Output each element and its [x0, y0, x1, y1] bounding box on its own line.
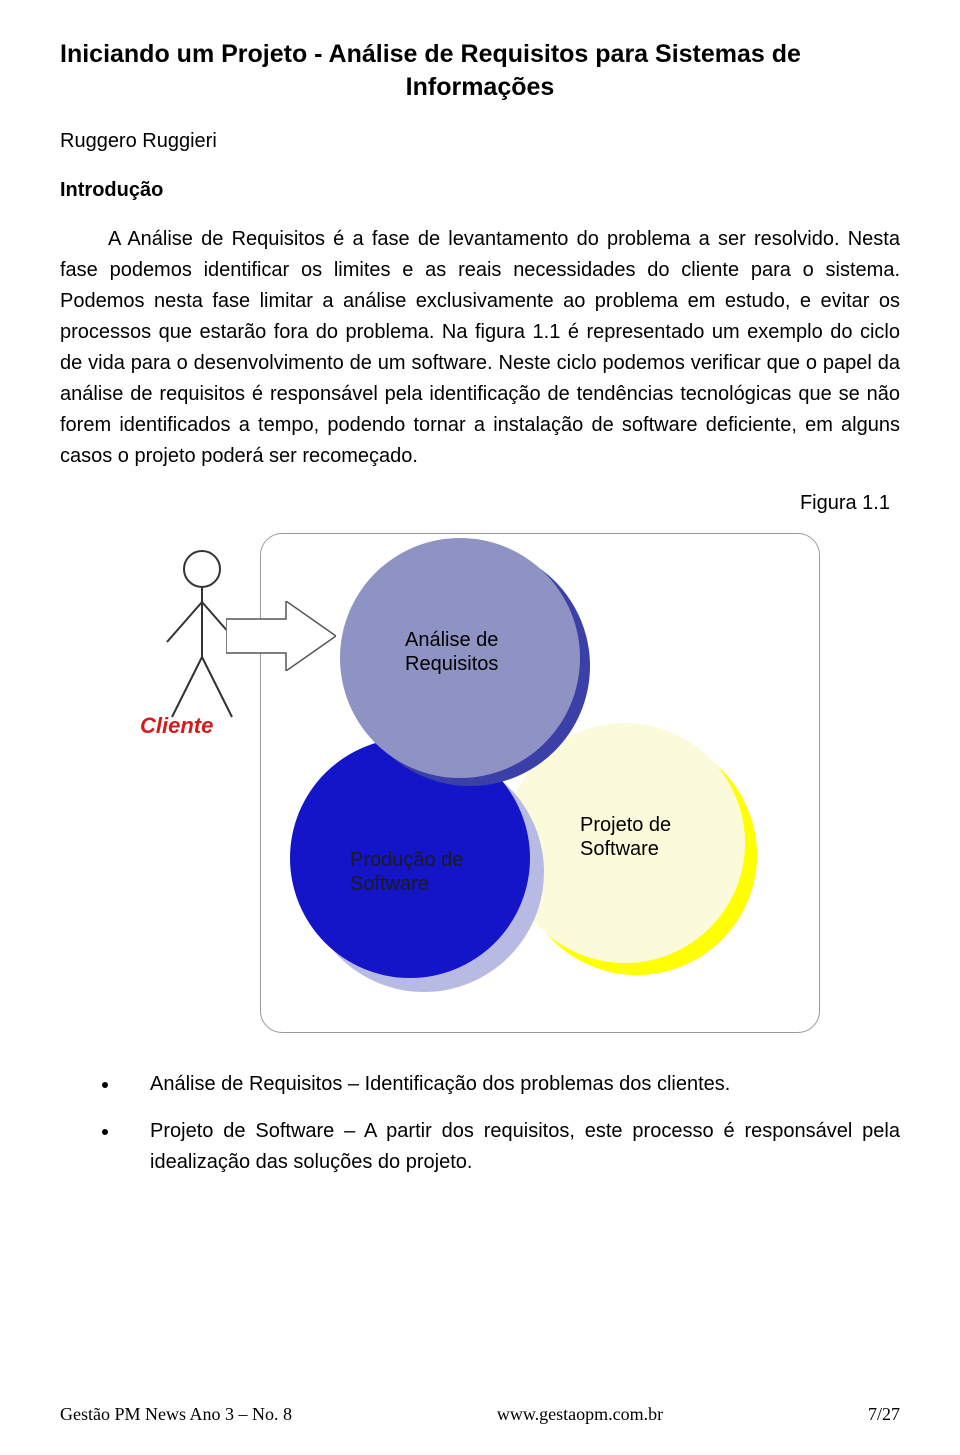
page-title-line2: Informações: [60, 73, 900, 102]
figure-caption: Figura 1.1: [60, 492, 900, 515]
lifecycle-diagram: Cliente Análise de Requisitos Produção d…: [130, 523, 830, 1043]
cliente-label: Cliente: [140, 713, 213, 739]
label-analise: Análise de Requisitos: [405, 628, 498, 676]
footer-right: 7/27: [868, 1404, 900, 1425]
list-item: Análise de Requisitos – Identificação do…: [120, 1069, 900, 1100]
author-name: Ruggero Ruggieri: [60, 130, 900, 153]
page-title-line1: Iniciando um Projeto - Análise de Requis…: [60, 40, 900, 69]
bullet-list: Análise de Requisitos – Identificação do…: [120, 1069, 900, 1178]
section-heading-intro: Introdução: [60, 179, 900, 202]
list-item: Projeto de Software – A partir dos requi…: [120, 1116, 900, 1178]
arrow-icon: [226, 601, 336, 671]
label-projeto: Projeto de Software: [580, 813, 671, 861]
footer-center: www.gestaopm.com.br: [497, 1404, 663, 1425]
page-footer: Gestão PM News Ano 3 – No. 8 www.gestaop…: [60, 1404, 900, 1425]
intro-paragraph: A Análise de Requisitos é a fase de leva…: [60, 224, 900, 472]
label-producao: Produção de Software: [350, 848, 463, 896]
footer-left: Gestão PM News Ano 3 – No. 8: [60, 1404, 292, 1425]
